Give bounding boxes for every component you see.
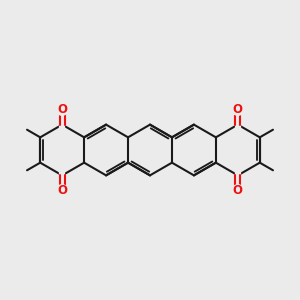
Circle shape — [56, 185, 68, 197]
Text: O: O — [57, 103, 67, 116]
Circle shape — [56, 103, 68, 115]
Text: O: O — [233, 184, 243, 197]
Circle shape — [232, 185, 244, 197]
Text: O: O — [57, 184, 67, 197]
Circle shape — [232, 103, 244, 115]
Text: O: O — [233, 103, 243, 116]
